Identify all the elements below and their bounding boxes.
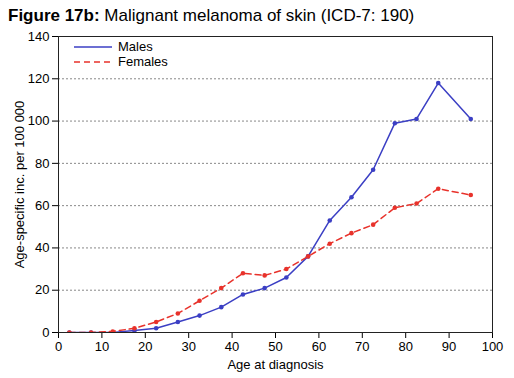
svg-text:10: 10 — [95, 339, 109, 354]
svg-text:80: 80 — [35, 156, 49, 171]
svg-text:40: 40 — [225, 339, 239, 354]
svg-text:Age-specific inc. per 100 000: Age-specific inc. per 100 000 — [12, 101, 27, 269]
svg-text:0: 0 — [55, 339, 62, 354]
html-text:Females: Females — [118, 54, 168, 69]
svg-text:20: 20 — [35, 282, 49, 297]
svg-text:70: 70 — [355, 339, 369, 354]
svg-text:60: 60 — [312, 339, 326, 354]
svg-text:90: 90 — [442, 339, 456, 354]
svg-text:Age at diagnosis: Age at diagnosis — [227, 357, 324, 372]
svg-text:60: 60 — [35, 198, 49, 213]
svg-text:0: 0 — [42, 325, 49, 340]
html-text:Males: Males — [118, 39, 153, 54]
svg-text:30: 30 — [181, 339, 195, 354]
html-text:Figure 17b: Malignant melanoma: Figure 17b: Malignant melanoma of skin (… — [8, 6, 415, 25]
svg-text:100: 100 — [28, 113, 50, 128]
svg-text:120: 120 — [28, 71, 50, 86]
svg-text:80: 80 — [398, 339, 412, 354]
svg-text:40: 40 — [35, 240, 49, 255]
svg-text:140: 140 — [28, 29, 50, 44]
svg-text:100: 100 — [482, 339, 504, 354]
svg-text:50: 50 — [268, 339, 282, 354]
svg-text:20: 20 — [138, 339, 152, 354]
